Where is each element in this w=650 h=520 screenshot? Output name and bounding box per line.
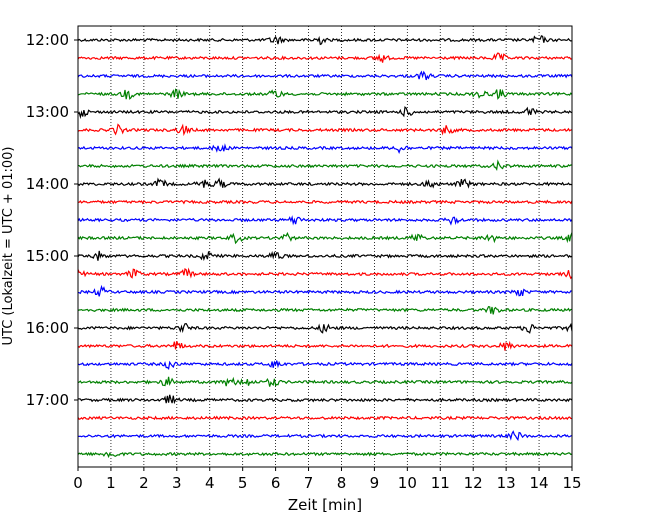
seismic-trace [77,360,573,370]
x-tick-label: 5 [238,474,248,492]
x-tick-label: 0 [73,474,83,492]
seismic-trace [77,267,573,280]
seismic-trace [77,70,573,81]
seismic-trace [77,376,573,387]
x-tick-label: 11 [431,474,450,492]
seismic-trace [77,199,573,205]
seismic-trace [77,231,573,245]
seismic-trace [77,415,573,421]
x-tick-label: 10 [398,474,417,492]
y-tick-label: 17:00 [26,391,69,409]
seismic-trace [77,284,573,297]
x-tick-label: 9 [370,474,380,492]
x-tick-label: 3 [172,474,182,492]
y-tick-label: 13:00 [26,103,69,121]
x-tick-label: 14 [530,474,549,492]
x-tick-label: 4 [205,474,215,492]
seismic-trace [77,123,573,137]
y-tick-label: 16:00 [26,319,69,337]
seismic-trace [77,177,573,189]
seismic-trace [77,451,573,459]
seismic-trace [77,322,573,334]
trace-group [77,35,573,459]
seismic-trace [77,88,573,100]
x-tick-label: 2 [139,474,149,492]
axis-ticks: 0 1 2 3 4 5 6 7 8 9 10 11 12 13 14 1512:0013:0014:0015:… [26,31,582,492]
x-tick-label: 13 [497,474,516,492]
seismic-trace [77,340,573,351]
x-axis-label: Zeit [min] [288,496,362,514]
seismic-trace [77,394,573,405]
plot-frame [77,25,573,468]
x-tick-label: 1 [106,474,116,492]
x-tick-label: 6 [271,474,281,492]
seismic-trace [77,106,573,120]
x-tick-label: 8 [337,474,347,492]
y-axis-label: UTC (Lokalzeit = UTC + 01:00) [1,147,16,346]
x-tick-label: 15 [562,474,581,492]
seismic-trace [77,250,573,262]
seismic-trace [77,143,573,155]
y-tick-label: 15:00 [26,247,69,265]
seismic-trace [77,430,573,442]
seismic-trace [77,215,573,226]
seismic-trace [77,306,573,315]
seismic-trace [77,52,573,63]
y-tick-label: 12:00 [26,31,69,49]
x-tick-label: 12 [464,474,483,492]
seismic-trace [77,159,572,172]
x-tick-label: 7 [304,474,314,492]
seismic-trace [77,35,573,46]
y-tick-label: 14:00 [26,175,69,193]
